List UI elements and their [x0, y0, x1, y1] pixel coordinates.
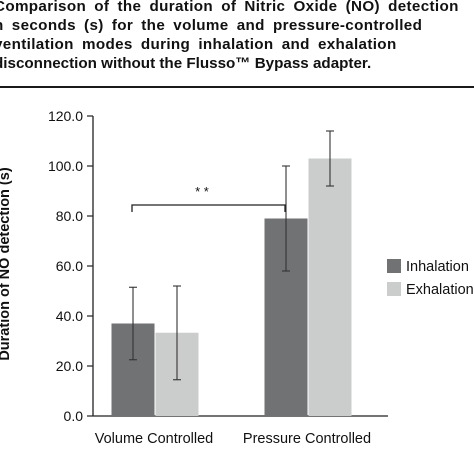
legend-label-exhalation: Exhalation	[406, 282, 474, 298]
legend-swatch-inhalation	[387, 259, 401, 273]
caption-divider	[0, 86, 474, 88]
caption-line-3: ventilation modes during inhalation and …	[0, 36, 397, 53]
legend-swatch-exhalation	[387, 282, 401, 296]
legend-label-inhalation: Inhalation	[406, 259, 469, 275]
figure-caption: Comparison of the duration of Nitric Oxi…	[0, 0, 474, 73]
y-tick-label: 100.0	[48, 158, 83, 174]
error-bars	[129, 130, 334, 381]
axes: 0.0 20.0 40.0 60.0 80.0 100.0 120.0 Volume Cont…	[48, 108, 388, 447]
y-tick-label: 20.0	[56, 358, 83, 374]
legend: Inhalation Exhalation	[387, 259, 474, 298]
y-tick-label: 0.0	[64, 408, 84, 424]
y-tick-label: 60.0	[56, 258, 83, 274]
significance-bracket	[131, 204, 286, 212]
y-tick-label: 80.0	[56, 208, 83, 224]
caption-line-4: disconnection without the Flusso™ Bypass…	[0, 55, 372, 72]
y-tick-label: 40.0	[56, 308, 83, 324]
x-category-label: Volume Controlled	[95, 431, 214, 447]
caption-line-1: Comparison of the duration of Nitric Oxi…	[0, 0, 459, 15]
significance-annotation: * *	[131, 184, 286, 212]
y-tick-label: 120.0	[48, 108, 83, 124]
bar-exhalation	[308, 158, 352, 416]
significance-stars: * *	[195, 184, 209, 199]
bars	[111, 158, 352, 416]
y-axis-label: Duration of NO detection (s)	[0, 167, 13, 361]
caption-line-2: n seconds (s) for the volume and pressur…	[0, 17, 423, 34]
x-category-label: Pressure Controlled	[243, 431, 371, 447]
